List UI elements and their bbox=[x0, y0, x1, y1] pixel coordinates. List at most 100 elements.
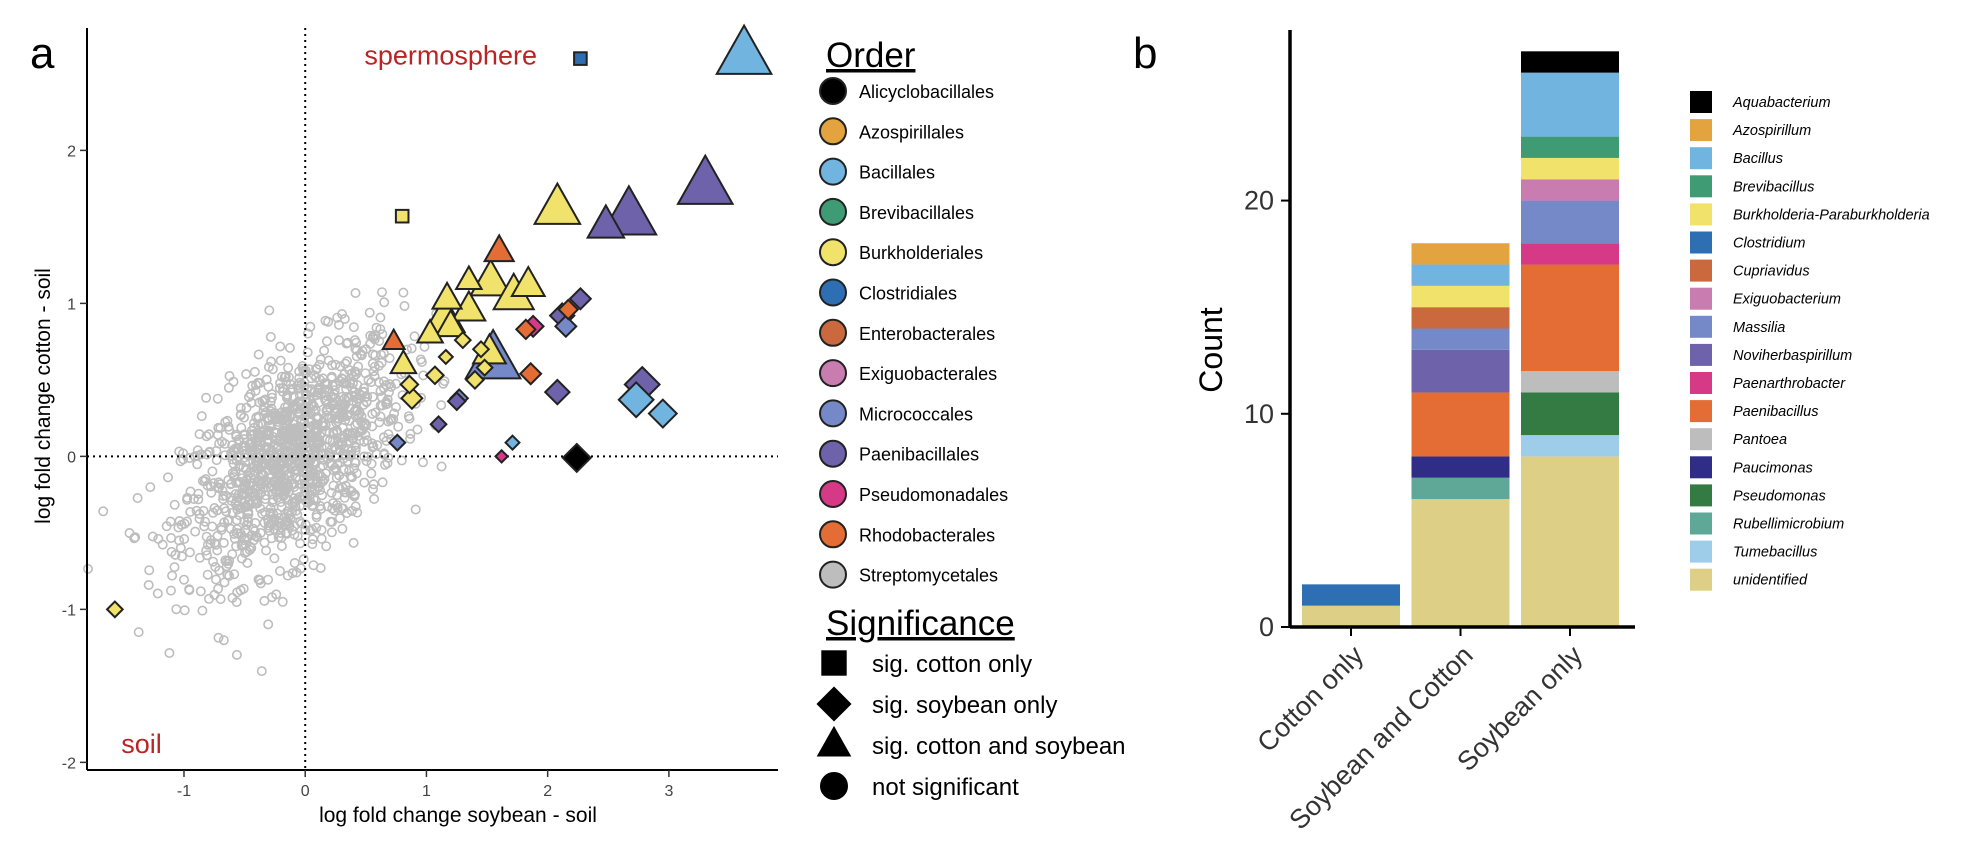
grey-point bbox=[240, 456, 251, 467]
grey-point bbox=[208, 507, 219, 518]
grey-point bbox=[293, 436, 304, 447]
genus-legend-label: Bacillus bbox=[1733, 151, 1783, 167]
bar-segment bbox=[1411, 307, 1510, 329]
grey-point bbox=[319, 345, 330, 356]
grey-point bbox=[259, 401, 270, 412]
grey-point bbox=[319, 474, 330, 485]
grey-point bbox=[330, 444, 341, 455]
grey-point bbox=[314, 359, 325, 370]
grey-point bbox=[167, 570, 178, 581]
grey-point bbox=[382, 398, 393, 409]
grey-point bbox=[339, 492, 350, 503]
point-triangle bbox=[676, 153, 735, 205]
genus-legend-key bbox=[1690, 175, 1712, 198]
genus-legend-key bbox=[1690, 568, 1712, 591]
order-legend-label: Alicyclobacillales bbox=[859, 82, 994, 102]
grey-point bbox=[333, 319, 344, 330]
grey-point bbox=[193, 488, 204, 499]
y-tick-label: 20 bbox=[1244, 186, 1274, 216]
grey-point bbox=[208, 556, 219, 567]
grey-point bbox=[191, 505, 202, 516]
grey-point bbox=[345, 471, 356, 482]
grey-point bbox=[331, 417, 342, 428]
point-diamond bbox=[437, 348, 455, 366]
x-axis-label: log fold change soybean - soil bbox=[319, 804, 597, 827]
grey-point bbox=[284, 510, 295, 521]
point-diamond bbox=[568, 286, 593, 311]
grey-point bbox=[398, 287, 409, 298]
grey-point bbox=[362, 435, 373, 446]
grey-point bbox=[171, 604, 182, 615]
significance-legend-label: sig. cotton and soybean bbox=[872, 733, 1126, 760]
grey-point bbox=[289, 521, 300, 532]
grey-point bbox=[282, 570, 293, 581]
grey-point bbox=[238, 583, 249, 594]
grey-point bbox=[349, 463, 360, 474]
genus-legend-label: Clostridium bbox=[1733, 236, 1806, 252]
grey-point bbox=[321, 541, 332, 552]
grey-point bbox=[218, 537, 229, 548]
point-triangle bbox=[510, 265, 547, 298]
grey-point bbox=[378, 376, 389, 387]
grey-point bbox=[311, 512, 322, 523]
grey-point bbox=[252, 488, 263, 499]
legend-key-circle bbox=[819, 157, 847, 186]
grey-point bbox=[213, 477, 224, 488]
grey-point bbox=[173, 522, 184, 533]
grey-point bbox=[258, 470, 269, 481]
grey-point bbox=[378, 432, 389, 443]
bar-segment bbox=[1411, 328, 1510, 350]
grey-point bbox=[291, 465, 302, 476]
grey-point bbox=[124, 527, 135, 538]
grey-point bbox=[371, 322, 382, 333]
grey-point bbox=[260, 494, 271, 505]
grey-point bbox=[153, 533, 164, 544]
grey-point bbox=[245, 467, 256, 478]
grey-point bbox=[406, 343, 417, 354]
grey-point bbox=[193, 494, 204, 505]
point-diamond bbox=[475, 358, 494, 377]
grey-point bbox=[166, 532, 177, 543]
grey-point bbox=[300, 524, 311, 535]
significance-legend-label: sig. cotton only bbox=[872, 651, 1032, 678]
grey-point bbox=[227, 592, 238, 603]
genus-legend-key bbox=[1690, 456, 1712, 479]
point-triangle bbox=[381, 327, 407, 350]
genus-legend-label: Paenibacillus bbox=[1733, 404, 1818, 420]
grey-point bbox=[266, 592, 277, 603]
grey-point bbox=[294, 491, 305, 502]
grey-point bbox=[177, 551, 188, 562]
grey-point bbox=[350, 445, 361, 456]
grey-point bbox=[235, 528, 246, 539]
grey-point bbox=[280, 486, 291, 497]
grey-point bbox=[303, 497, 314, 508]
grey-point bbox=[237, 445, 248, 456]
genus-legend-key bbox=[1690, 259, 1712, 282]
grey-point bbox=[202, 480, 213, 491]
grey-point bbox=[396, 455, 407, 466]
grey-point bbox=[184, 584, 195, 595]
grey-point bbox=[404, 413, 415, 424]
grey-point bbox=[331, 403, 342, 414]
y-axis-label: log fold change cotton - soil bbox=[32, 268, 55, 524]
grey-point bbox=[246, 397, 257, 408]
grey-point bbox=[266, 533, 277, 544]
bar-segment bbox=[1302, 605, 1400, 627]
legend-key-circle bbox=[819, 197, 847, 226]
grey-point bbox=[211, 455, 222, 466]
grey-point bbox=[275, 341, 286, 352]
grey-point bbox=[316, 533, 327, 544]
grey-point bbox=[255, 418, 266, 429]
grey-point bbox=[348, 537, 359, 548]
grey-point bbox=[245, 472, 256, 483]
grey-point bbox=[133, 627, 144, 638]
grey-point bbox=[240, 547, 251, 558]
grey-point bbox=[326, 527, 337, 538]
grey-point bbox=[214, 565, 225, 576]
grey-point bbox=[353, 361, 364, 372]
point-square bbox=[573, 51, 588, 66]
y-tick-label: 10 bbox=[1244, 399, 1274, 429]
point-diamond bbox=[504, 434, 521, 451]
grey-point bbox=[289, 557, 300, 568]
